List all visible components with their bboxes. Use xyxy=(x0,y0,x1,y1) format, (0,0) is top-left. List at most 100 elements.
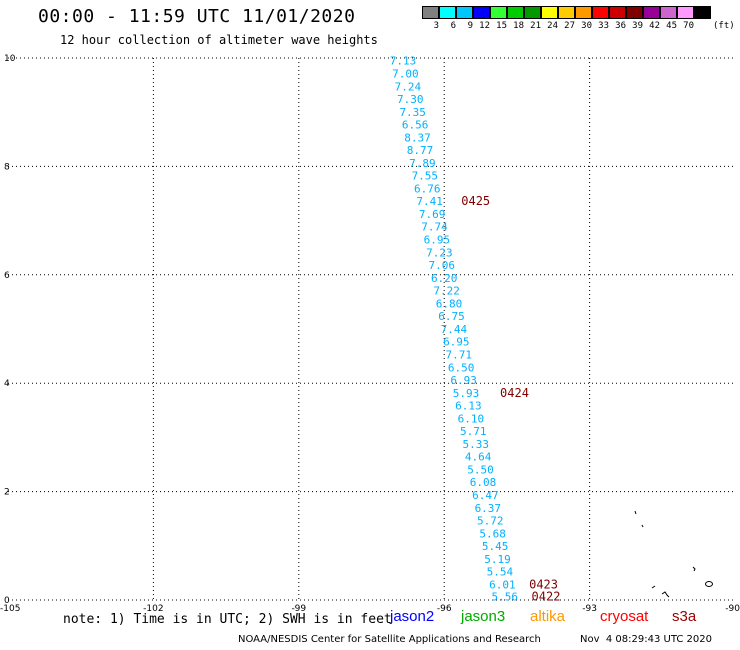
color-scale-tick-label: 6 xyxy=(450,21,456,31)
color-swatch xyxy=(422,6,439,19)
wave-height-label: 5.33 xyxy=(462,438,489,451)
color-scale-legend xyxy=(422,6,711,19)
color-swatch xyxy=(439,6,456,19)
wave-height-label: 7.35 xyxy=(399,106,426,119)
color-swatch xyxy=(473,6,490,19)
wave-height-label: 6.56 xyxy=(402,119,429,132)
island-outline xyxy=(692,566,696,572)
wave-height-label: 5.71 xyxy=(460,425,487,438)
wave-height-label: 7.74 xyxy=(421,221,448,234)
wave-height-label: 4.64 xyxy=(465,450,492,463)
color-scale-tick-label: 70 xyxy=(683,21,694,31)
wave-height-label: 6.80 xyxy=(436,298,463,311)
color-swatch xyxy=(456,6,473,19)
wave-height-label: 5.54 xyxy=(487,565,514,578)
wave-height-label: 7.00 xyxy=(392,68,419,81)
wave-height-label: 6.13 xyxy=(455,399,482,412)
wave-height-label: 5.56 xyxy=(492,591,519,604)
color-scale-labels: 3 6 9 12 15 18 21 24 27 30 33 36 39 42 45 70 xyxy=(422,21,694,31)
wave-height-label: 5.45 xyxy=(482,540,509,553)
color-swatch xyxy=(694,6,711,19)
time-label: 0423 xyxy=(529,577,558,591)
wave-height-label: 7.55 xyxy=(412,170,439,183)
x-tick-label: -102 xyxy=(143,604,163,614)
credit-line: NOAA/NESDIS Center for Satellite Applica… xyxy=(238,634,541,645)
x-tick-label: -99 xyxy=(291,604,306,614)
wave-height-label: 7.23 xyxy=(426,247,453,260)
color-swatch xyxy=(609,6,626,19)
color-swatch xyxy=(626,6,643,19)
satellite-legend-altika: altika xyxy=(530,608,566,625)
island-outline xyxy=(705,581,713,587)
wave-height-label: 6.37 xyxy=(475,502,502,515)
color-scale-tick-label: 24 xyxy=(547,21,558,31)
color-swatch xyxy=(575,6,592,19)
x-tick-label: -105 xyxy=(0,604,20,614)
color-swatch xyxy=(490,6,507,19)
y-tick-label: 4 xyxy=(4,379,10,389)
island-outline xyxy=(634,510,637,515)
satellite-legend-s3a: s3a xyxy=(672,608,697,625)
color-scale-tick-label: 9 xyxy=(467,21,473,31)
color-swatch xyxy=(558,6,575,19)
color-scale-tick-label: 39 xyxy=(632,21,643,31)
color-swatch xyxy=(660,6,677,19)
wave-height-label: 6.76 xyxy=(414,183,441,196)
color-scale-tick-label: 33 xyxy=(598,21,609,31)
chart-subtitle: 12 hour collection of altimeter wave hei… xyxy=(60,33,378,47)
color-scale-tick-label: 21 xyxy=(530,21,541,31)
y-tick-label: 6 xyxy=(4,271,10,281)
x-tick-label: -90 xyxy=(725,604,740,614)
footnote: note: 1) Time is in UTC; 2) SWH is in fe… xyxy=(63,612,392,627)
y-tick-label: 10 xyxy=(4,54,16,64)
wave-height-label: 6.95 xyxy=(443,335,470,348)
color-scale-tick-label: 15 xyxy=(496,21,507,31)
wave-height-label: 7.69 xyxy=(419,208,446,221)
color-scale-tick-label: 12 xyxy=(479,21,490,31)
color-scale-tick-label: 3 xyxy=(433,21,439,31)
generated-timestamp: Nov 4 08:29:43 UTC 2020 xyxy=(580,634,712,645)
color-scale-tick-label: 27 xyxy=(564,21,575,31)
color-swatch xyxy=(643,6,660,19)
time-label: 0424 xyxy=(500,386,529,400)
wave-height-label: 7.44 xyxy=(441,323,468,336)
wave-height-label: 7.24 xyxy=(395,81,422,94)
x-tick-label: -93 xyxy=(582,604,597,614)
wave-height-label: 7.41 xyxy=(416,195,443,208)
wave-height-label: 6.95 xyxy=(424,234,451,247)
color-scale-tick-label: 45 xyxy=(666,21,677,31)
color-scale-tick-label: 42 xyxy=(649,21,660,31)
wave-height-label: 7.22 xyxy=(433,285,460,298)
x-tick-label: -96 xyxy=(437,604,452,614)
color-swatch xyxy=(541,6,558,19)
satellite-legend-cryosat: cryosat xyxy=(600,608,649,625)
wave-height-label: 7.13 xyxy=(390,55,417,68)
satellite-legend-jason2: jason2 xyxy=(390,608,435,625)
satellite-legend-jason3: jason3 xyxy=(461,608,506,625)
color-swatch xyxy=(677,6,694,19)
wave-height-label: 6.50 xyxy=(448,361,475,374)
island-outline xyxy=(651,585,656,589)
color-scale-tick-label: 30 xyxy=(581,21,592,31)
wave-height-label: 5.93 xyxy=(453,387,480,400)
time-label: 0422 xyxy=(532,590,561,604)
wave-height-label: 6.08 xyxy=(470,476,497,489)
wave-height-label: 7.71 xyxy=(445,348,472,361)
wave-height-label: 6.01 xyxy=(489,578,516,591)
y-tick-label: 8 xyxy=(4,162,10,172)
y-tick-label: 0 xyxy=(4,596,10,606)
wave-height-label: 6.10 xyxy=(458,412,485,425)
wave-height-label: 7.06 xyxy=(429,259,456,272)
wave-height-label: 5.72 xyxy=(477,514,504,527)
color-swatch xyxy=(592,6,609,19)
wave-height-label: 8.37 xyxy=(404,132,431,145)
wave-height-label: 7.30 xyxy=(397,93,424,106)
wave-height-label: 5.19 xyxy=(484,553,511,566)
wave-height-label: 8.77 xyxy=(407,144,434,157)
color-scale-unit: (ft) xyxy=(713,21,735,31)
wave-height-label: 6.75 xyxy=(438,310,465,323)
chart-title: 00:00 - 11:59 UTC 11/01/2020 xyxy=(38,6,356,27)
wave-height-label: 6.47 xyxy=(472,489,499,502)
